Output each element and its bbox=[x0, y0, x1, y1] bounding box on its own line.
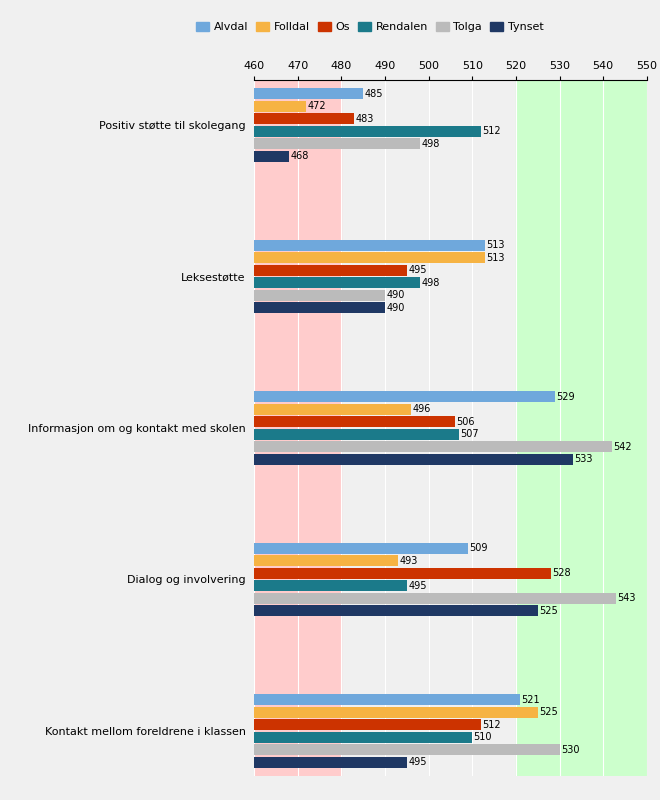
Bar bbox=[516, 80, 647, 776]
Bar bbox=[254, 757, 407, 768]
Text: 483: 483 bbox=[356, 114, 374, 124]
Text: 525: 525 bbox=[539, 707, 558, 717]
Bar bbox=[254, 542, 468, 554]
Bar bbox=[254, 429, 459, 440]
Text: 513: 513 bbox=[486, 240, 505, 250]
Text: 498: 498 bbox=[421, 278, 440, 288]
Text: 525: 525 bbox=[539, 606, 558, 616]
Bar bbox=[254, 555, 398, 566]
Text: 521: 521 bbox=[521, 694, 540, 705]
Bar bbox=[254, 126, 481, 137]
Text: 510: 510 bbox=[474, 732, 492, 742]
Text: 528: 528 bbox=[552, 568, 571, 578]
Text: 495: 495 bbox=[408, 757, 426, 767]
Bar bbox=[254, 404, 411, 414]
Bar bbox=[254, 744, 560, 755]
Bar bbox=[254, 719, 481, 730]
Bar bbox=[254, 151, 289, 162]
Bar bbox=[254, 580, 407, 591]
Bar bbox=[254, 454, 573, 465]
Bar bbox=[254, 391, 555, 402]
Bar bbox=[254, 278, 420, 288]
Text: 495: 495 bbox=[408, 581, 426, 590]
Bar bbox=[254, 694, 520, 705]
Bar bbox=[254, 706, 538, 718]
Text: 472: 472 bbox=[308, 102, 327, 111]
Text: 506: 506 bbox=[456, 417, 475, 426]
Text: 496: 496 bbox=[412, 404, 431, 414]
Bar bbox=[254, 593, 616, 604]
Text: 495: 495 bbox=[408, 266, 426, 275]
Text: 498: 498 bbox=[421, 139, 440, 149]
Bar bbox=[254, 605, 538, 616]
Text: 493: 493 bbox=[399, 556, 418, 566]
Legend: Alvdal, Folldal, Os, Rendalen, Tolga, Tynset: Alvdal, Folldal, Os, Rendalen, Tolga, Ty… bbox=[191, 18, 548, 37]
Bar bbox=[254, 114, 354, 124]
Bar bbox=[254, 568, 551, 578]
Bar bbox=[254, 88, 363, 99]
Text: 512: 512 bbox=[482, 126, 501, 137]
Bar bbox=[254, 302, 385, 314]
Text: 513: 513 bbox=[486, 253, 505, 263]
Bar bbox=[254, 265, 407, 276]
Text: 530: 530 bbox=[561, 745, 579, 754]
Text: 490: 490 bbox=[386, 290, 405, 300]
Bar bbox=[254, 442, 612, 452]
Bar bbox=[254, 240, 485, 251]
Text: 533: 533 bbox=[574, 454, 593, 464]
Text: 543: 543 bbox=[618, 593, 636, 603]
Bar bbox=[254, 80, 341, 776]
Text: 542: 542 bbox=[613, 442, 632, 452]
Text: 512: 512 bbox=[482, 719, 501, 730]
Bar bbox=[254, 101, 306, 112]
Text: 485: 485 bbox=[364, 89, 383, 99]
Text: 509: 509 bbox=[469, 543, 488, 553]
Bar bbox=[254, 138, 420, 150]
Text: 507: 507 bbox=[461, 430, 479, 439]
Bar bbox=[254, 252, 485, 263]
Text: 529: 529 bbox=[556, 392, 575, 402]
Bar bbox=[254, 732, 473, 742]
Bar bbox=[254, 290, 385, 301]
Text: 468: 468 bbox=[290, 151, 309, 162]
Bar bbox=[254, 416, 455, 427]
Text: 490: 490 bbox=[386, 303, 405, 313]
